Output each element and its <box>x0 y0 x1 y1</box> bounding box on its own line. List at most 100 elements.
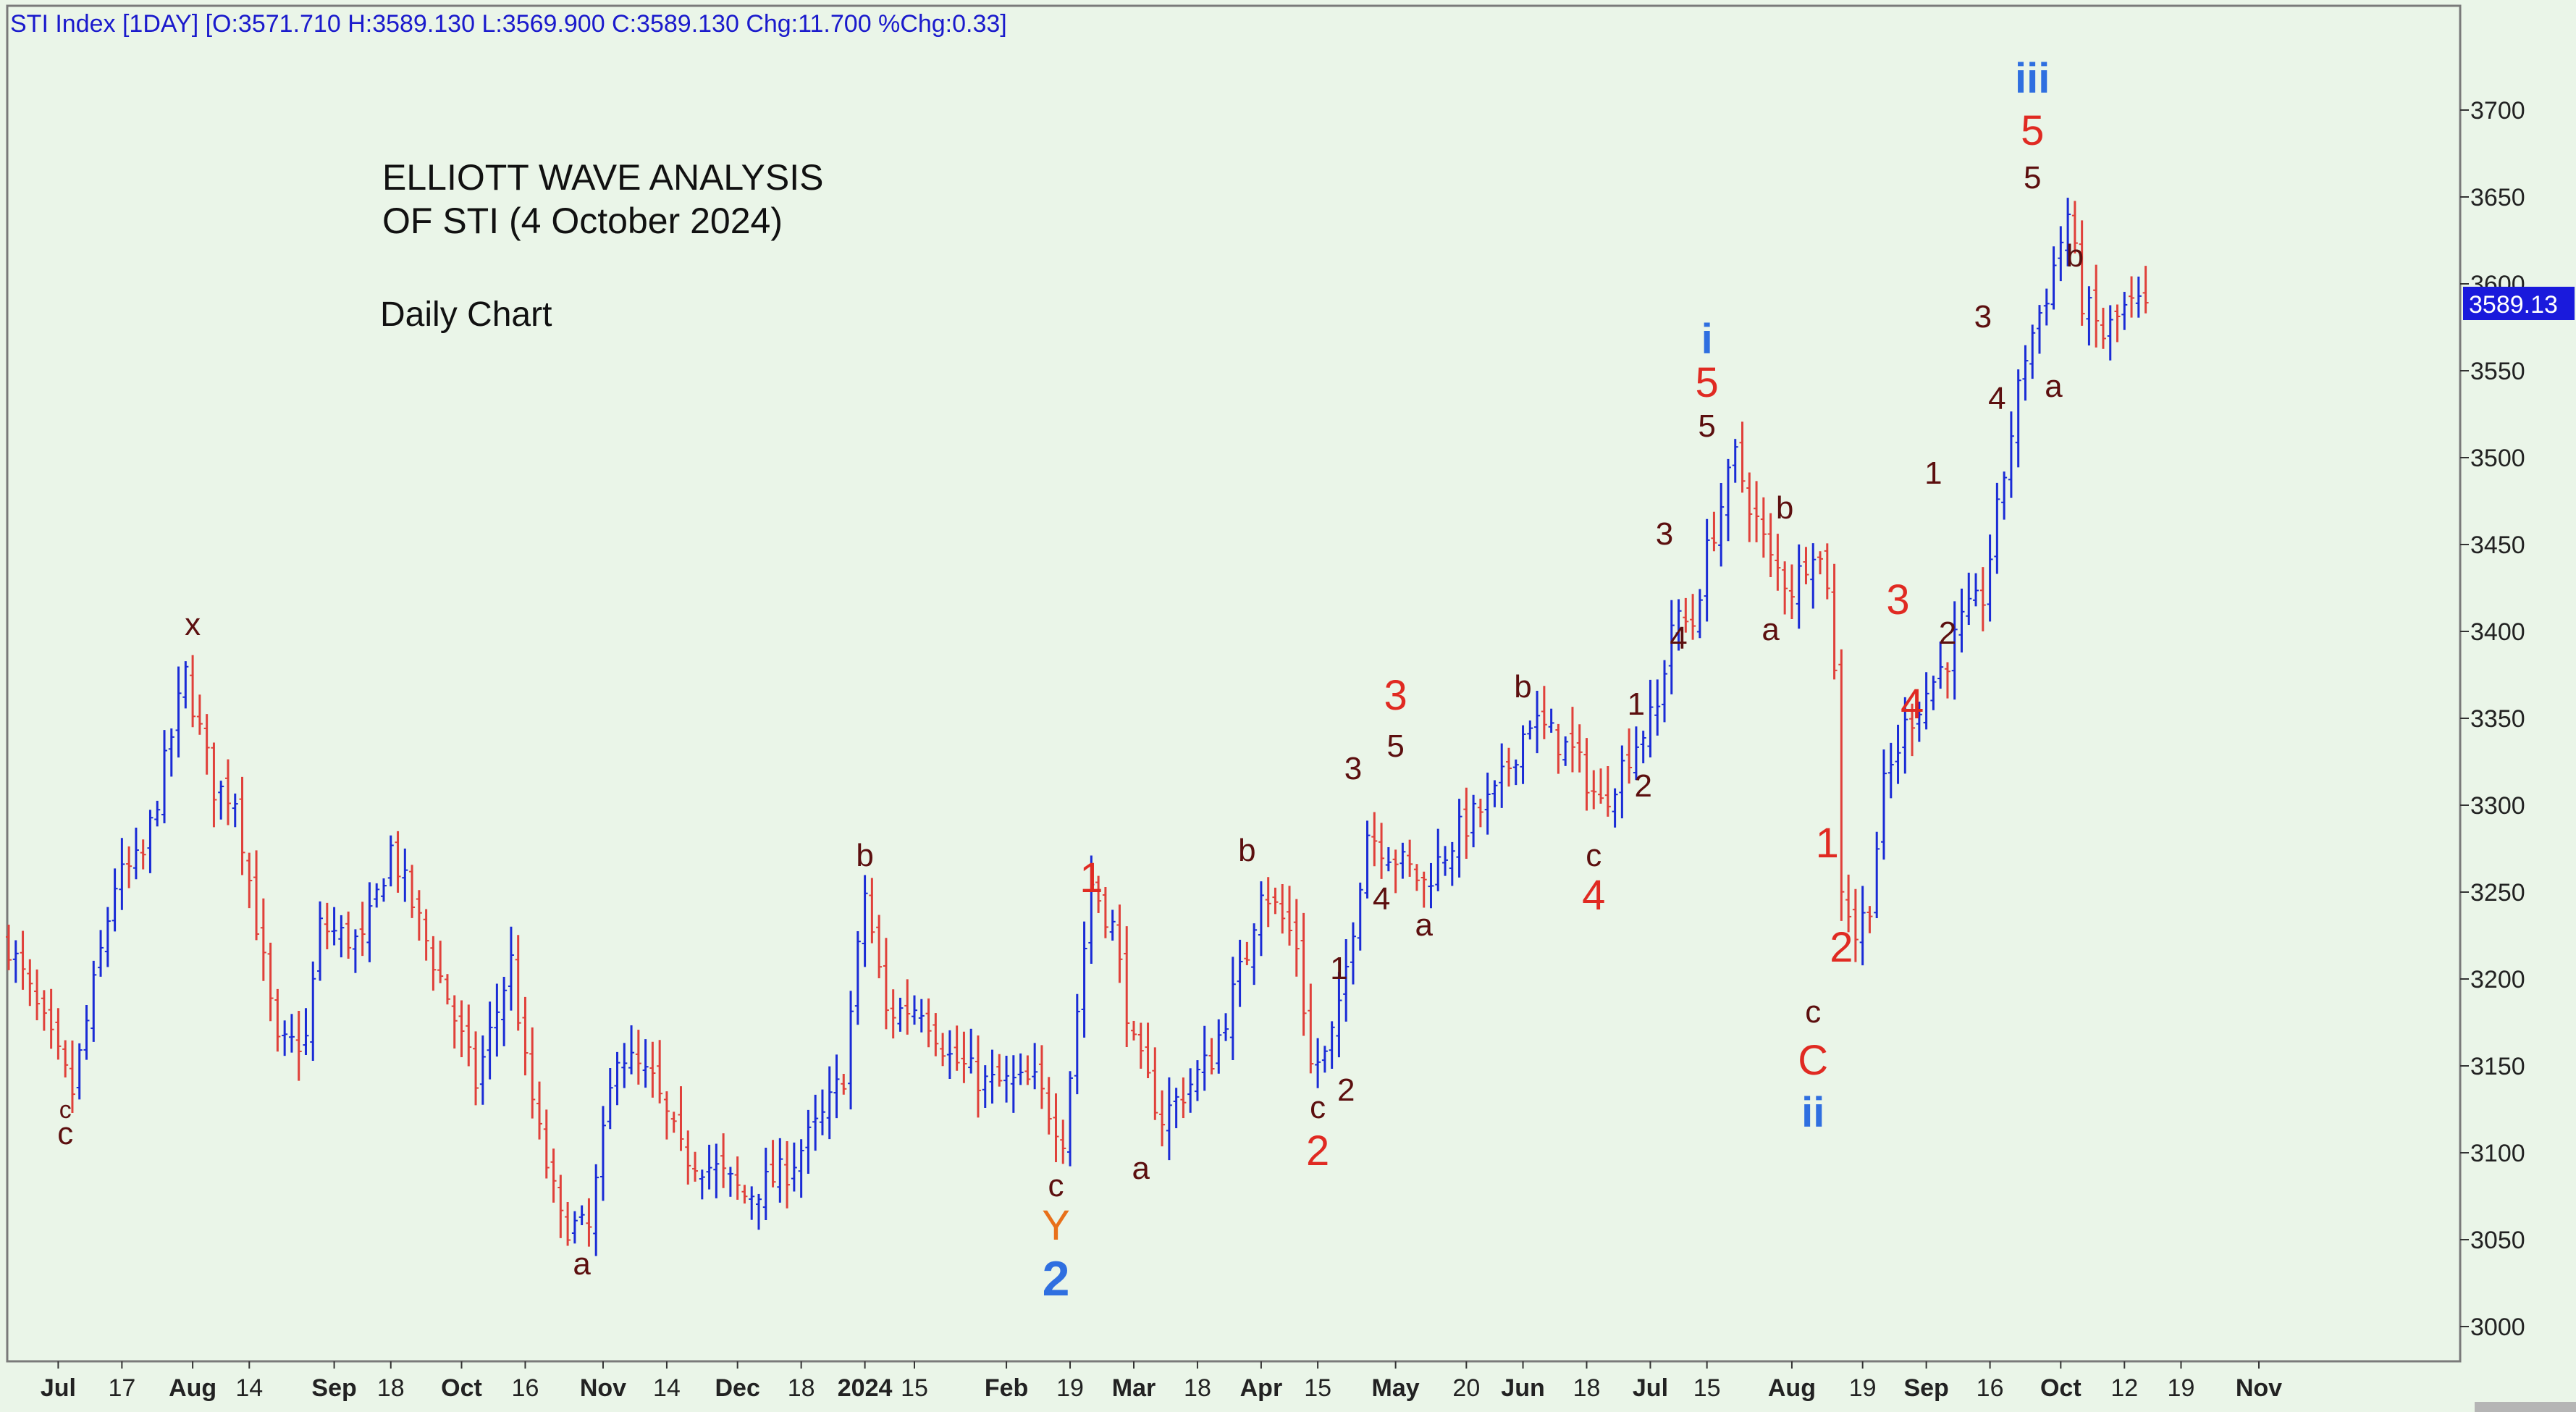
x-tick-label: 19 <box>1849 1374 1877 1402</box>
x-tick-label: Jun <box>1501 1374 1544 1402</box>
wave-label: a <box>1132 1151 1150 1186</box>
x-tick-label: Oct <box>2040 1374 2082 1402</box>
wave-label: c <box>1586 838 1601 873</box>
x-tick-label: 18 <box>377 1374 405 1402</box>
wave-label: 1 <box>1924 455 1942 491</box>
x-tick-label: 18 <box>1573 1374 1601 1402</box>
wave-label: 2 <box>1043 1251 1070 1306</box>
wave-label: 4 <box>1373 881 1390 917</box>
wave-label: 3 <box>1384 672 1407 719</box>
wave-label: a <box>2045 369 2063 404</box>
last-price-tag: 3589.13 <box>2469 291 2558 319</box>
x-tick-label: 12 <box>2110 1374 2138 1402</box>
y-tick-label: 3700 <box>2470 97 2525 125</box>
wave-label: 3 <box>1656 516 1673 552</box>
x-tick-label: 14 <box>653 1374 681 1402</box>
wave-label: c <box>57 1116 73 1151</box>
last-price-tag-bg <box>2463 287 2575 320</box>
x-tick-label: Mar <box>1112 1374 1156 1402</box>
wave-label: c <box>1048 1168 1064 1203</box>
x-tick-label: Apr <box>1240 1374 1283 1402</box>
chart-title: ELLIOTT WAVE ANALYSIS <box>382 157 823 198</box>
wave-label: 3 <box>1974 299 1992 335</box>
wave-label: c <box>59 1096 72 1124</box>
wave-label: 5 <box>1698 408 1715 444</box>
y-tick-label: 3300 <box>2470 792 2525 820</box>
y-tick-label: 3550 <box>2470 358 2525 385</box>
wave-label: 3 <box>1344 751 1362 786</box>
y-tick-label: 3150 <box>2470 1053 2525 1080</box>
x-tick-label: Feb <box>985 1374 1028 1402</box>
y-tick-label: 3000 <box>2470 1314 2525 1341</box>
x-tick-label: 20 <box>1452 1374 1480 1402</box>
x-tick-label: Dec <box>715 1374 759 1402</box>
wave-label: 3 <box>1886 576 1909 623</box>
wave-label: a <box>573 1246 591 1282</box>
wave-label: c <box>1310 1090 1326 1125</box>
y-tick-label: 3050 <box>2470 1227 2525 1254</box>
wave-label: iii <box>2015 55 2050 102</box>
wave-label: 4 <box>1988 381 2005 416</box>
wave-label: 1 <box>1628 686 1645 722</box>
wave-label: ii <box>1801 1089 1824 1136</box>
wave-label: 1 <box>1330 951 1347 986</box>
x-tick-label: 2024 <box>838 1374 893 1402</box>
y-tick-label: 3650 <box>2470 184 2525 211</box>
y-axis: 3000 3050 3100 3150 3200 3250 3300 3350 3400 3450… <box>2460 97 2525 1341</box>
x-tick-label: 19 <box>2168 1374 2195 1402</box>
wave-label: 1 <box>1816 820 1839 867</box>
x-tick-label: Nov <box>2236 1374 2282 1402</box>
ohlc-bars <box>6 198 2149 1256</box>
scroll-thumb[interactable] <box>2475 1402 2576 1412</box>
wave-label: b <box>856 838 873 873</box>
chart-subtitle: Daily Chart <box>380 295 552 334</box>
x-tick-label: 14 <box>235 1374 263 1402</box>
wave-label: c <box>1805 994 1821 1030</box>
y-tick-label: 3100 <box>2470 1140 2525 1167</box>
wave-label: 4 <box>1582 872 1605 919</box>
plot-area-border <box>6 4 2462 1363</box>
wave-label: 2 <box>1634 768 1651 804</box>
wave-label: 1 <box>1079 854 1103 902</box>
wave-label: 5 <box>2024 160 2041 196</box>
wave-label: 2 <box>1337 1072 1355 1108</box>
x-tick-label: 16 <box>512 1374 539 1402</box>
x-tick-label: 16 <box>1977 1374 2004 1402</box>
x-tick-label: 19 <box>1056 1374 1084 1402</box>
chart-header: STI Index [1DAY] [O:3571.710 H:3589.130 … <box>10 10 1007 38</box>
x-tick-label: Jul <box>1633 1374 1668 1402</box>
x-tick-label: 17 <box>108 1374 135 1402</box>
x-tick-label: Nov <box>580 1374 626 1402</box>
wave-label: i <box>1701 316 1713 363</box>
x-tick-label: 15 <box>1693 1374 1721 1402</box>
x-axis: Jul 17 Aug 14 Sep 18 Oct 16 Nov 14 Dec 18 2024 15 Feb 1… <box>41 1361 2282 1402</box>
x-tick-label: 15 <box>1304 1374 1331 1402</box>
wave-label: 4 <box>1670 621 1687 656</box>
wave-label: b <box>1776 490 1793 526</box>
wave-label: b <box>2066 238 2084 274</box>
y-tick-label: 3450 <box>2470 531 2525 559</box>
wave-label: 2 <box>1830 924 1853 971</box>
y-tick-label: 3500 <box>2470 445 2525 472</box>
x-tick-label: Jul <box>41 1374 76 1402</box>
x-tick-label: Aug <box>1768 1374 1816 1402</box>
chart-title-line2: OF STI (4 October 2024) <box>382 201 783 241</box>
y-tick-label: 3350 <box>2470 705 2525 733</box>
x-tick-label: 18 <box>788 1374 815 1402</box>
x-tick-label: 18 <box>1184 1374 1211 1402</box>
y-tick-label: 3400 <box>2470 618 2525 646</box>
x-tick-label: Aug <box>169 1374 216 1402</box>
wave-label: 5 <box>1386 728 1404 764</box>
x-tick-label: May <box>1372 1374 1420 1402</box>
x-tick-label: Sep <box>1903 1374 1948 1402</box>
wave-label: b <box>1514 669 1531 705</box>
x-tick-label: 15 <box>901 1374 928 1402</box>
wave-label: x <box>185 607 201 642</box>
wave-label: 4 <box>1901 681 1924 728</box>
y-tick-label: 3250 <box>2470 879 2525 907</box>
wave-label: C <box>1798 1037 1828 1084</box>
wave-label: 5 <box>1696 359 1719 406</box>
